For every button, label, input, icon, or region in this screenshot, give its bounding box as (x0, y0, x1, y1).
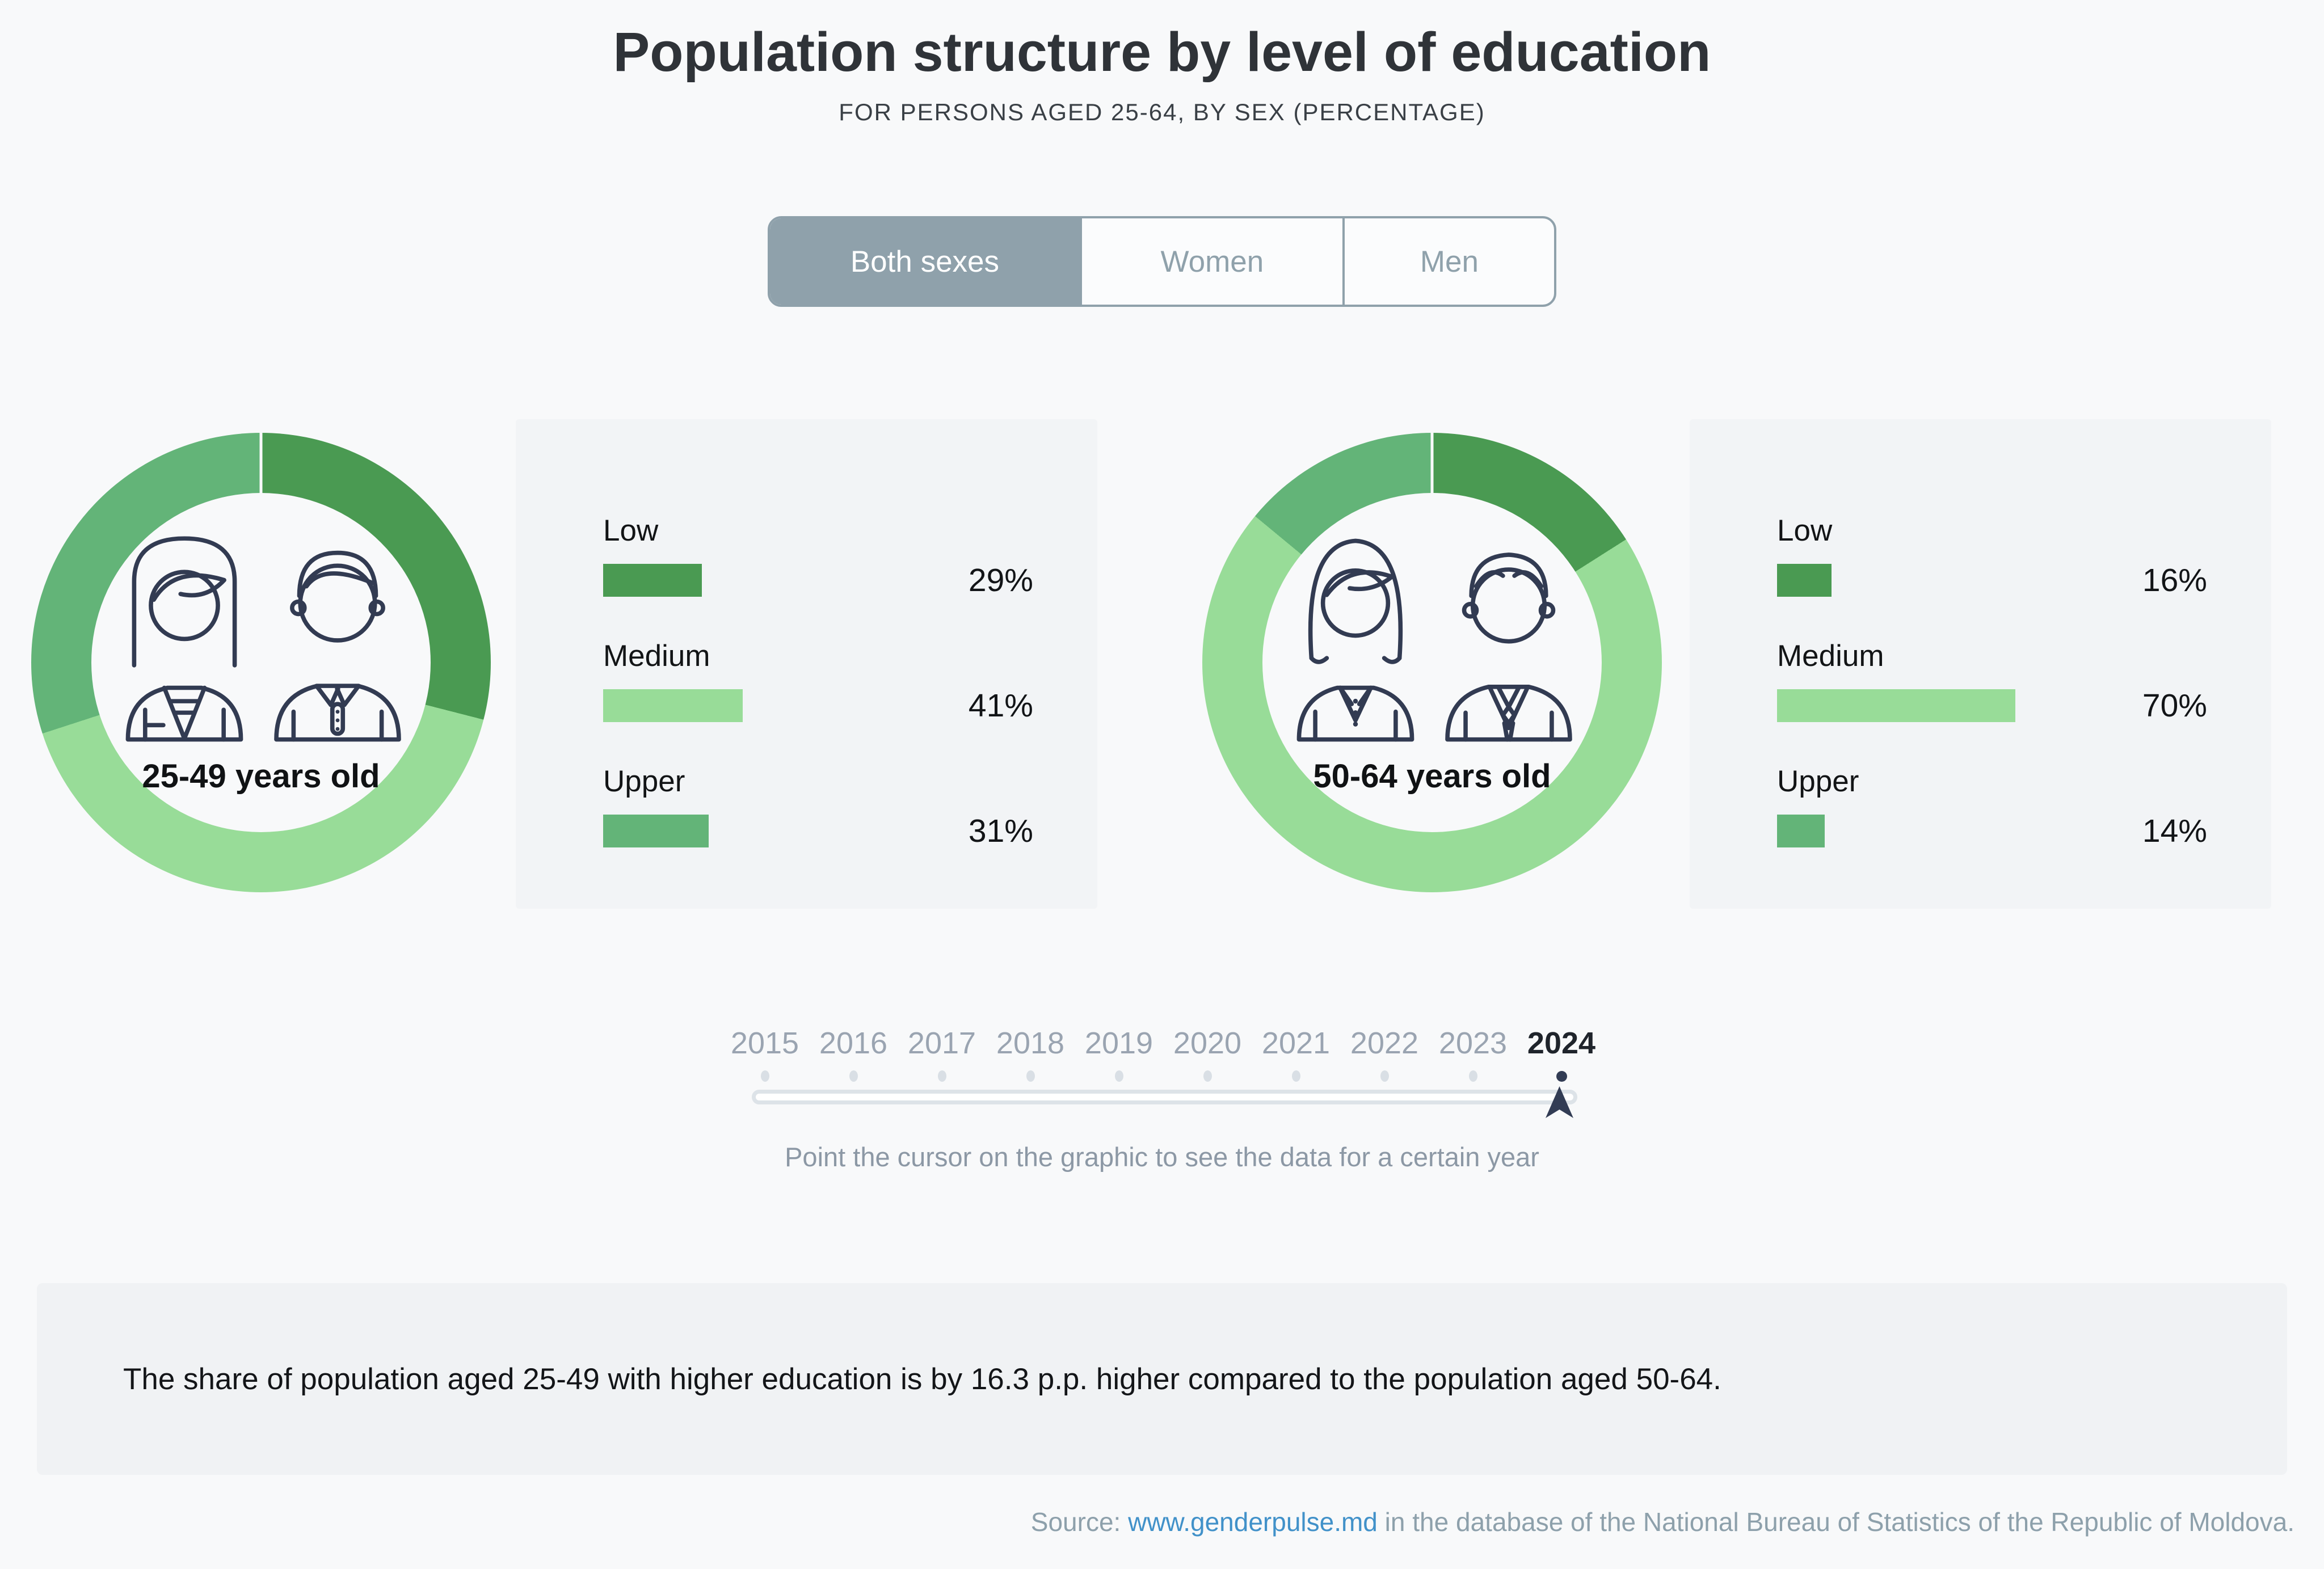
year-label-2017[interactable]: 2017 (907, 1026, 976, 1060)
donut-chart-50-64[interactable]: 50-64 years old (1202, 433, 1662, 892)
bar-row-medium: Medium 41% (603, 639, 1097, 724)
bar-fill-low (603, 564, 702, 597)
education-panel-50-64: Low 16% Medium 70% Upper 14% (1690, 419, 2271, 909)
bar-value: 16% (2142, 562, 2207, 598)
bar-fill-medium (1777, 689, 2015, 722)
page-subtitle: FOR PERSONS AGED 25-64, BY SEX (PERCENTA… (839, 99, 1485, 125)
bar-label: Low (1777, 514, 1833, 547)
source-line: Source: www.genderpulse.md in the databa… (1031, 1507, 2294, 1537)
slider-track[interactable] (752, 1090, 1577, 1104)
bar-fill-upper (603, 815, 709, 847)
age-group-label: 50-64 years old (1313, 758, 1551, 795)
bar-row-upper: Upper 14% (1777, 764, 2271, 849)
year-label-2020[interactable]: 2020 (1173, 1026, 1242, 1060)
year-label-2016[interactable]: 2016 (819, 1026, 888, 1060)
year-dot[interactable] (1468, 1070, 1477, 1082)
donut-hole: 50-64 years old (1262, 493, 1602, 832)
age-group-label: 25-49 years old (142, 758, 380, 795)
donut-chart-25-49[interactable]: 25-49 years old (31, 433, 491, 892)
page-title: Population structure by level of educati… (613, 21, 1711, 83)
bar-value: 41% (968, 688, 1033, 724)
bar-value: 31% (968, 813, 1033, 849)
tab-both-sexes[interactable]: Both sexes (770, 218, 1080, 305)
sex-tabs-group: Both sexes Women Men (768, 216, 1556, 307)
donut-segment-divider (259, 433, 263, 494)
bar-value: 29% (968, 562, 1033, 598)
bar-track: 70% (1777, 688, 2271, 724)
younger-couple-icon (125, 536, 401, 742)
year-label-2019[interactable]: 2019 (1084, 1026, 1153, 1060)
bar-track: 29% (603, 562, 1097, 598)
year-dot[interactable] (1380, 1070, 1389, 1082)
year-slider-dots (727, 1070, 1599, 1082)
bar-label: Low (603, 514, 659, 547)
bar-track: 16% (1777, 562, 2271, 598)
tab-men[interactable]: Men (1342, 218, 1554, 305)
year-slider-labels: 2015 2016 2017 2018 2019 2020 2021 2022 … (727, 1026, 1599, 1061)
year-dot[interactable] (1203, 1070, 1212, 1082)
year-dot[interactable] (1556, 1070, 1567, 1082)
bar-fill-medium (603, 689, 743, 722)
slider-marker-icon[interactable] (1546, 1086, 1573, 1118)
bar-value: 14% (2142, 813, 2207, 849)
bar-track: 14% (1777, 813, 2271, 849)
year-label-2018[interactable]: 2018 (996, 1026, 1065, 1060)
bar-label: Medium (1777, 639, 1884, 673)
year-dot[interactable] (937, 1070, 946, 1082)
year-label-2021[interactable]: 2021 (1261, 1026, 1331, 1060)
bar-row-upper: Upper 31% (603, 764, 1097, 849)
bar-label: Medium (603, 639, 710, 673)
source-suffix: in the database of the National Bureau o… (1377, 1507, 2294, 1537)
bar-row-low: Low 16% (1777, 513, 2271, 598)
bar-label: Upper (603, 765, 685, 798)
slider-hint: Point the cursor on the graphic to see t… (785, 1142, 1539, 1172)
year-label-2015[interactable]: 2015 (730, 1026, 799, 1060)
year-dot[interactable] (849, 1070, 858, 1082)
bar-track: 31% (603, 813, 1097, 849)
bar-value: 70% (2142, 688, 2207, 724)
tab-women[interactable]: Women (1079, 218, 1342, 305)
year-dot[interactable] (760, 1070, 769, 1082)
year-dot[interactable] (1114, 1070, 1123, 1082)
year-label-2023[interactable]: 2023 (1438, 1026, 1508, 1060)
source-prefix: Source: (1030, 1507, 1129, 1537)
source-link[interactable]: www.genderpulse.md (1128, 1507, 1378, 1537)
bar-row-low: Low 29% (603, 513, 1097, 598)
year-dot[interactable] (1291, 1070, 1300, 1082)
donut-hole: 25-49 years old (91, 493, 431, 832)
bar-row-medium: Medium 70% (1777, 639, 2271, 724)
note-box: The share of population aged 25-49 with … (37, 1283, 2287, 1475)
year-label-2024[interactable]: 2024 (1527, 1026, 1596, 1060)
year-label-2022[interactable]: 2022 (1350, 1026, 1419, 1060)
bar-label: Upper (1777, 765, 1859, 798)
bar-track: 41% (603, 688, 1097, 724)
bar-fill-low (1777, 564, 1832, 597)
note-text: The share of population aged 25-49 with … (123, 1362, 1721, 1396)
education-panel-25-49: Low 29% Medium 41% Upper 31% (516, 419, 1097, 909)
year-dot[interactable] (1026, 1070, 1035, 1082)
donut-segment-divider (1430, 433, 1434, 494)
bar-fill-upper (1777, 815, 1825, 847)
older-couple-icon (1296, 538, 1572, 742)
